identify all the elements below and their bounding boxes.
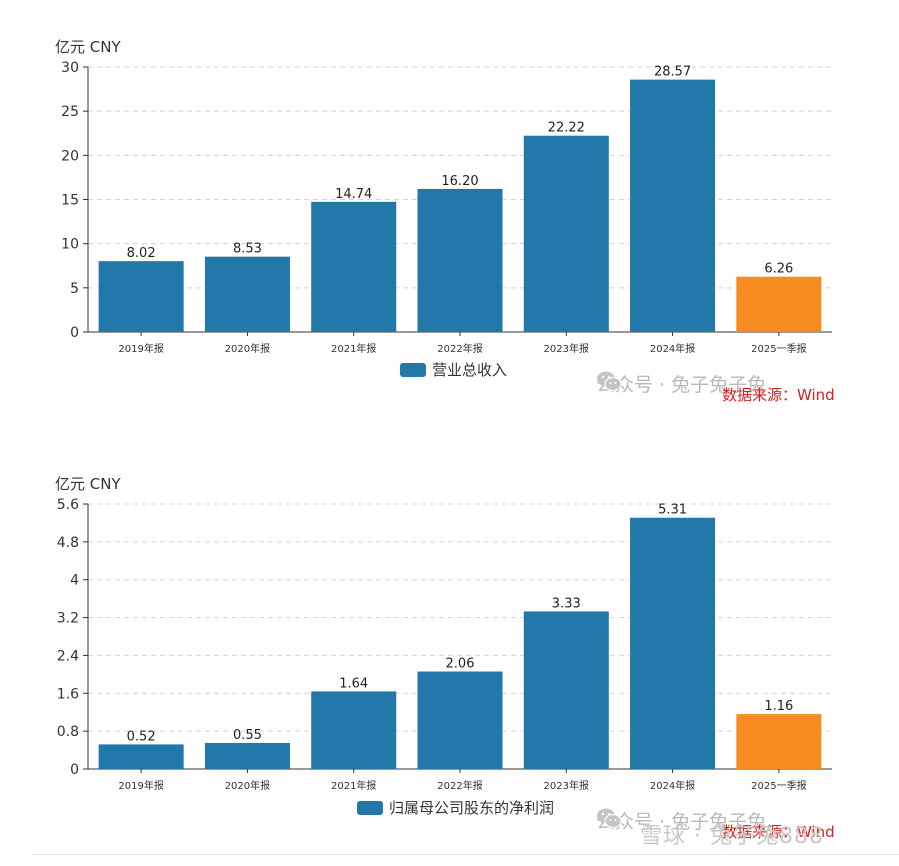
y-tick-label: 0: [70, 325, 79, 341]
x-tick-label: 2019年报: [118, 342, 163, 355]
revenue-chart: 亿元 CNY 0 5 10 15 20 25 30 8.02 2019年报 8.53 2020年报 1…: [0, 0, 899, 420]
y-tick-label: 10: [61, 237, 79, 253]
revenue-chart-plot: 0 5 10 15 20 25 30 8.02 2019年报 8.53 2020年报 14.74 202…: [61, 60, 832, 355]
x-tick-label: 2023年报: [544, 342, 589, 355]
bar-value-label: 22.22: [548, 121, 585, 136]
bar[interactable]: [630, 79, 716, 332]
bar[interactable]: [417, 671, 503, 769]
bar-value-label: 1.16: [764, 699, 793, 714]
bar-value-label: 6.26: [764, 262, 793, 277]
bar-value-label: 16.20: [441, 174, 478, 189]
legend[interactable]: 归属母公司股东的净利润: [357, 797, 554, 818]
y-tick-label: 30: [61, 60, 79, 76]
bar[interactable]: [523, 611, 609, 769]
legend-swatch: [400, 362, 426, 377]
bar-value-label: 2.06: [446, 657, 475, 672]
x-tick-label: 2025一季报: [751, 779, 806, 792]
data-source-note: 数据来源：Wind: [722, 823, 835, 841]
bar-value-label: 8.53: [233, 242, 262, 257]
bar-value-label: 28.57: [654, 65, 691, 80]
legend-label: 归属母公司股东的净利润: [389, 799, 555, 817]
y-tick-label: 3.2: [57, 611, 79, 627]
bar[interactable]: [630, 517, 716, 769]
data-source-note: 数据来源：Wind: [722, 386, 835, 404]
bar[interactable]: [204, 256, 290, 332]
x-tick-label: 2023年报: [544, 779, 589, 792]
bar[interactable]: [736, 276, 822, 332]
y-tick-label: 2.4: [57, 648, 79, 664]
y-tick-label: 5.6: [57, 497, 79, 513]
x-tick-label: 2022年报: [437, 342, 482, 355]
bar[interactable]: [204, 742, 290, 769]
bar-value-label: 3.33: [552, 596, 581, 611]
y-tick-label: 20: [61, 148, 79, 164]
platform-watermark: 雪球 · 兔子兔888: [640, 824, 824, 849]
net-profit-chart: 亿元 CNY 0 0.8 1.6 2.4 3.2 4 4.8 5.6 0.52 2019年报 0.5…: [0, 437, 899, 857]
bar[interactable]: [736, 714, 822, 769]
watermark: 公众号 · 兔子兔子兔: [596, 807, 766, 834]
watermark-text: 公众号 · 兔子兔子兔: [596, 811, 767, 833]
wechat-icon: [597, 808, 622, 829]
legend[interactable]: 营业总收入: [400, 359, 507, 380]
bar[interactable]: [417, 188, 503, 332]
x-tick-label: 2020年报: [225, 342, 270, 355]
watermark: 公众号 · 兔子兔子兔: [596, 370, 766, 397]
watermark-text: 公众号 · 兔子兔子兔: [596, 374, 767, 396]
bar-value-label: 0.55: [233, 728, 262, 743]
y-tick-label: 0.8: [57, 724, 79, 740]
x-tick-label: 2025一季报: [751, 342, 806, 355]
x-tick-label: 2021年报: [331, 779, 376, 792]
net-profit-chart-plot: 0 0.8 1.6 2.4 3.2 4 4.8 5.6 0.52 2019年报 0.55 2020年报…: [57, 497, 832, 792]
y-tick-label: 1.6: [57, 686, 79, 702]
bar[interactable]: [98, 261, 184, 332]
legend-label: 营业总收入: [432, 361, 508, 379]
bar-value-label: 8.02: [127, 246, 156, 261]
y-tick-label: 5: [70, 281, 79, 297]
wechat-icon: [597, 371, 622, 392]
bar-value-label: 0.52: [127, 729, 156, 744]
y-tick-label: 15: [61, 193, 79, 209]
y-tick-label: 25: [61, 104, 79, 120]
legend-swatch: [357, 800, 383, 815]
y-tick-label: 0: [70, 762, 79, 778]
x-tick-label: 2024年报: [650, 342, 695, 355]
bar[interactable]: [523, 135, 609, 332]
x-tick-label: 2019年报: [118, 779, 163, 792]
bar[interactable]: [98, 744, 184, 769]
bar-value-label: 1.64: [339, 676, 368, 691]
x-tick-label: 2020年报: [225, 779, 270, 792]
y-unit-label: 亿元 CNY: [55, 475, 121, 493]
divider: [33, 854, 899, 855]
x-tick-label: 2021年报: [331, 342, 376, 355]
x-tick-label: 2022年报: [437, 779, 482, 792]
y-tick-label: 4: [70, 573, 79, 589]
bar[interactable]: [311, 691, 397, 769]
bar-value-label: 5.31: [658, 503, 687, 518]
bar-value-label: 14.74: [335, 187, 372, 202]
bar[interactable]: [311, 201, 397, 332]
y-tick-label: 4.8: [57, 535, 79, 551]
y-unit-label: 亿元 CNY: [55, 38, 121, 56]
x-tick-label: 2024年报: [650, 779, 695, 792]
